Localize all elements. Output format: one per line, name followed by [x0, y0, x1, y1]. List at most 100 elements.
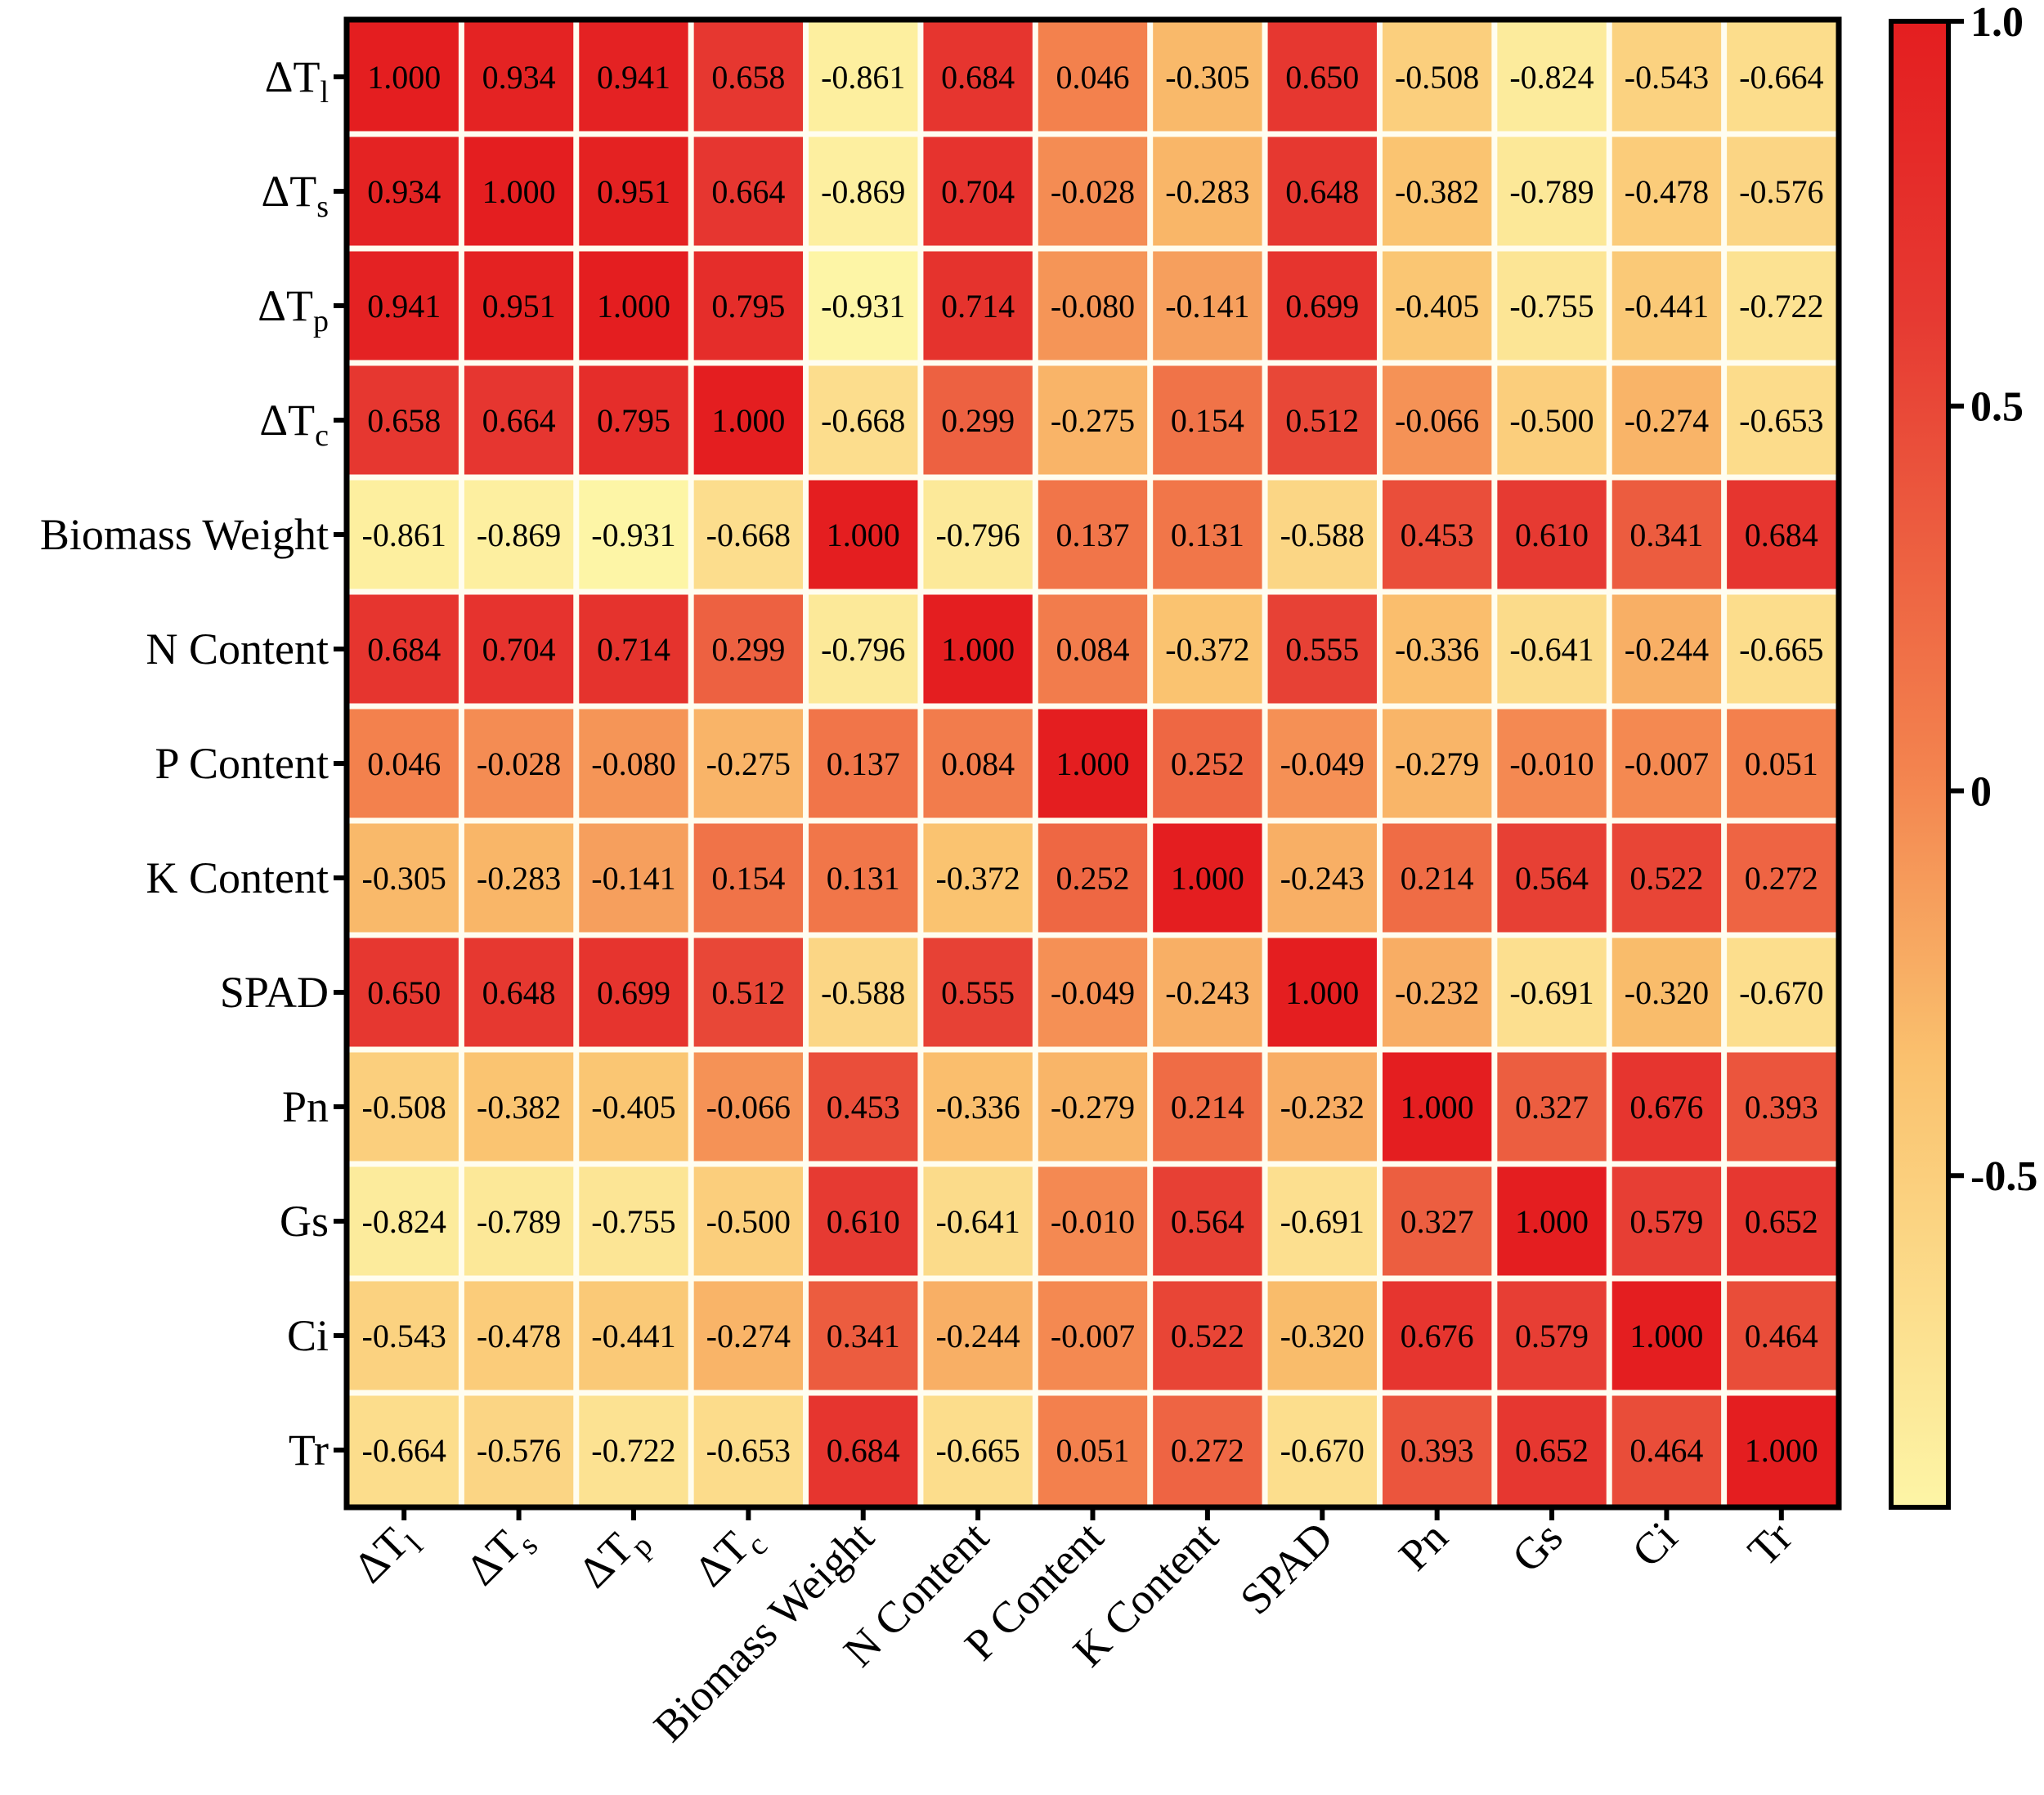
cell-value-label: 0.393	[1401, 1432, 1474, 1469]
heatmap-cell	[1727, 1395, 1836, 1505]
heatmap-cell	[579, 938, 688, 1047]
cell-value-label: -0.080	[1051, 288, 1135, 325]
heatmap-cell	[693, 365, 804, 475]
cell-value-label: 0.610	[827, 1203, 900, 1240]
heatmap-cell	[809, 938, 918, 1047]
row-label: Tr	[289, 1426, 329, 1475]
heatmap-cell	[809, 22, 918, 132]
heatmap-cell	[349, 365, 459, 475]
heatmap-cell	[923, 1052, 1033, 1162]
cell-value-label: -0.283	[477, 860, 561, 897]
cell-value-label: 0.941	[367, 288, 441, 325]
heatmap-cell	[1382, 251, 1492, 360]
heatmap-cell	[809, 823, 918, 933]
row-label: ΔTs	[261, 167, 329, 224]
heatmap-cell	[1382, 22, 1492, 132]
cell-value-label: -0.275	[706, 745, 791, 782]
cell-value-label: 0.684	[827, 1432, 900, 1469]
cell-value-label: -0.664	[362, 1432, 446, 1469]
cell-value-label: 1.000	[827, 517, 900, 553]
cell-value-label: 1.000	[941, 631, 1015, 668]
colorbar-tick-label: 0	[1970, 768, 1992, 815]
cell-value-label: 0.664	[482, 402, 556, 439]
cell-value-label: -0.588	[821, 974, 905, 1011]
heatmap-cell	[809, 1395, 918, 1505]
cell-value-label: -0.641	[935, 1203, 1020, 1240]
cell-value-label: 0.795	[711, 288, 785, 325]
heatmap-cell	[1611, 1052, 1722, 1162]
cell-value-label: 0.650	[367, 974, 441, 1011]
column-label: ΔTp	[569, 1512, 660, 1603]
heatmap-cell	[1497, 823, 1607, 933]
cell-value-label: -0.861	[821, 59, 905, 96]
heatmap-cell	[1611, 251, 1722, 360]
heatmap-cell	[1267, 365, 1377, 475]
cell-value-label: -0.508	[1395, 59, 1479, 96]
cell-value-label: -0.049	[1051, 974, 1135, 1011]
heatmap-cell	[349, 1166, 459, 1276]
heatmap-cells: 1.000 0.934 0.941 0.658 -0.861 0.684 0.046 -0.3…	[347, 20, 1839, 1507]
cell-value-label: -0.049	[1280, 745, 1365, 782]
heatmap-cell	[464, 938, 574, 1047]
cell-value-label: 1.000	[482, 173, 556, 210]
heatmap-cell	[464, 251, 574, 360]
cell-value-label: -0.653	[706, 1432, 791, 1469]
row-label: SPAD	[220, 968, 329, 1017]
cell-value-label: -0.869	[477, 517, 561, 553]
heatmap-cell	[1267, 823, 1377, 933]
heatmap-cell	[693, 1052, 804, 1162]
heatmap-cell	[1153, 938, 1262, 1047]
row-label: Gs	[280, 1197, 329, 1246]
cell-value-label: -0.789	[1509, 173, 1594, 210]
heatmap-cell	[1727, 251, 1836, 360]
heatmap-cell	[923, 137, 1033, 246]
heatmap-cell	[349, 1052, 459, 1162]
cell-value-label: 0.393	[1745, 1089, 1818, 1126]
heatmap-cell	[1727, 594, 1836, 704]
heatmap-cell	[1267, 594, 1377, 704]
heatmap-cell	[349, 251, 459, 360]
heatmap-cell	[1611, 823, 1722, 933]
cell-value-label: -0.274	[1625, 402, 1709, 439]
heatmap-cell	[464, 709, 574, 818]
cell-value-label: -0.007	[1051, 1318, 1135, 1354]
heatmap-cell	[579, 1052, 688, 1162]
cell-value-label: 0.154	[1171, 402, 1244, 439]
cell-value-label: 1.000	[1629, 1318, 1703, 1354]
heatmap-cell	[1038, 480, 1148, 589]
heatmap-cell	[1382, 1166, 1492, 1276]
cell-value-label: -0.691	[1509, 974, 1594, 1011]
heatmap-cell	[693, 938, 804, 1047]
row-label: N Content	[146, 624, 329, 674]
cell-value-label: -0.279	[1051, 1089, 1135, 1126]
cell-value-label: 0.941	[597, 59, 670, 96]
heatmap-cell	[693, 709, 804, 818]
cell-value-label: -0.305	[1165, 59, 1249, 96]
cell-value-label: 0.564	[1515, 860, 1589, 897]
heatmap-cell	[1267, 22, 1377, 132]
heatmap-cell	[923, 365, 1033, 475]
cell-value-label: -0.372	[1165, 631, 1249, 668]
heatmap-cell	[1382, 1052, 1492, 1162]
heatmap-cell	[1267, 1395, 1377, 1505]
cell-value-label: -0.722	[591, 1432, 675, 1469]
cell-value-label: 1.000	[1285, 974, 1359, 1011]
heatmap-cell	[1497, 1281, 1607, 1390]
heatmap-cell	[1497, 480, 1607, 589]
cell-value-label: 0.699	[597, 974, 670, 1011]
heatmap-cell	[1038, 938, 1148, 1047]
cell-value-label: -0.080	[591, 745, 675, 782]
heatmap-cell	[1153, 1281, 1262, 1390]
heatmap-cell	[1038, 823, 1148, 933]
heatmap-cell	[693, 1166, 804, 1276]
cell-value-label: -0.796	[935, 517, 1020, 553]
heatmap-cell	[693, 1395, 804, 1505]
heatmap-cell	[809, 1052, 918, 1162]
cell-value-label: 0.299	[941, 402, 1015, 439]
row-label: ΔTp	[258, 281, 329, 338]
heatmap-cell	[1727, 823, 1836, 933]
cell-value-label: 0.579	[1515, 1318, 1589, 1354]
heatmap-cell	[1727, 480, 1836, 589]
heatmap-cell	[923, 22, 1033, 132]
cell-value-label: -0.500	[1509, 402, 1594, 439]
